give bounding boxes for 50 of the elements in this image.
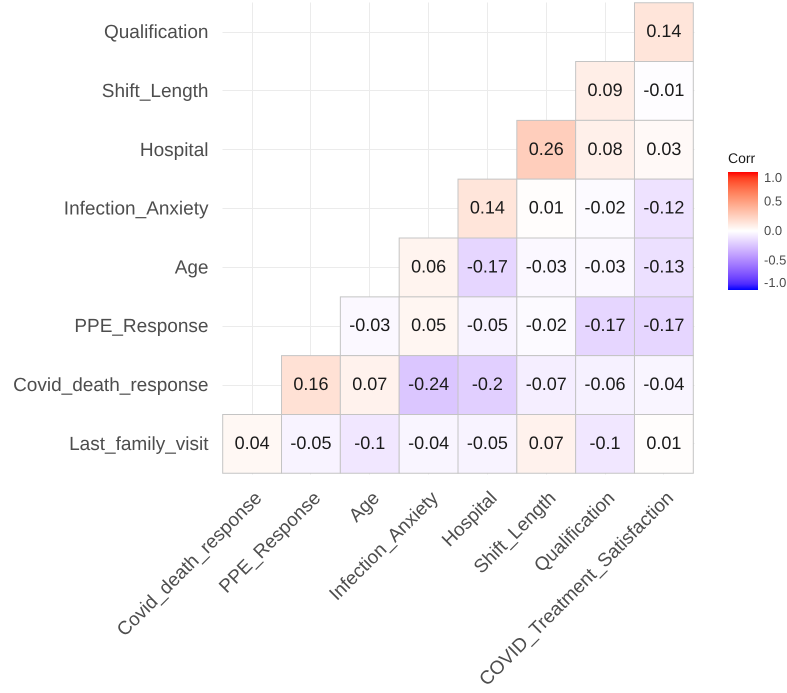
data-label: -0.05 — [290, 432, 332, 453]
y-tick-label: PPE_Response — [74, 316, 208, 338]
y-tick-label: Age — [174, 257, 208, 278]
data-label: 0.05 — [411, 315, 446, 336]
y-tick-label: Infection_Anxiety — [64, 198, 209, 220]
data-label: -0.07 — [526, 374, 567, 394]
y-tick-label: Qualification — [104, 22, 208, 44]
data-label: 0.26 — [528, 138, 564, 159]
color-bar-title: Corr — [728, 150, 756, 166]
y-tick-label: Last_family_visit — [69, 434, 210, 455]
data-label: -0.05 — [466, 315, 508, 336]
color-bar-label: 0.5 — [764, 194, 782, 208]
data-label: -0.17 — [466, 256, 508, 276]
data-label: -0.04 — [408, 432, 450, 453]
data-label: -0.05 — [466, 432, 508, 453]
data-label: 0.01 — [528, 198, 564, 218]
data-label: -0.01 — [643, 80, 684, 100]
y-tick-label: Shift_Length — [102, 80, 208, 102]
data-label: -0.06 — [584, 374, 626, 394]
data-label: 0.08 — [588, 138, 623, 159]
data-label: -0.17 — [584, 315, 626, 336]
data-label: 0.07 — [528, 432, 564, 453]
data-label: -0.03 — [349, 315, 390, 336]
data-label: -0.1 — [590, 432, 621, 453]
data-label: -0.02 — [584, 198, 626, 218]
color-bar-label: 0.0 — [764, 223, 782, 238]
data-label: -0.04 — [643, 374, 684, 394]
data-label: 0.07 — [352, 374, 388, 394]
data-label: 0.01 — [646, 432, 682, 453]
y-tick-label: Covid_death_response — [13, 375, 208, 396]
data-label: -0.12 — [643, 198, 684, 218]
data-label: -0.03 — [584, 256, 626, 276]
color-bar-label: 1.0 — [764, 170, 782, 185]
y-tick-label: Hospital — [140, 140, 208, 161]
data-label: 0.16 — [293, 374, 328, 394]
data-label: -0.02 — [526, 315, 567, 336]
data-label: -0.13 — [643, 256, 684, 276]
data-label: 0.14 — [470, 198, 505, 218]
data-label: -0.03 — [526, 256, 567, 276]
data-label: 0.14 — [646, 21, 682, 42]
data-label: 0.03 — [646, 138, 682, 159]
data-label: 0.06 — [411, 256, 446, 276]
data-label: 0.09 — [588, 80, 623, 100]
data-label: -0.17 — [643, 315, 684, 336]
data-label: 0.04 — [234, 432, 270, 453]
data-label: -0.1 — [354, 432, 386, 453]
data-label: -0.24 — [408, 374, 450, 394]
color-bar-label: -1.0 — [764, 275, 786, 290]
color-bar-label: -0.5 — [764, 252, 786, 268]
data-label: -0.2 — [472, 374, 503, 394]
